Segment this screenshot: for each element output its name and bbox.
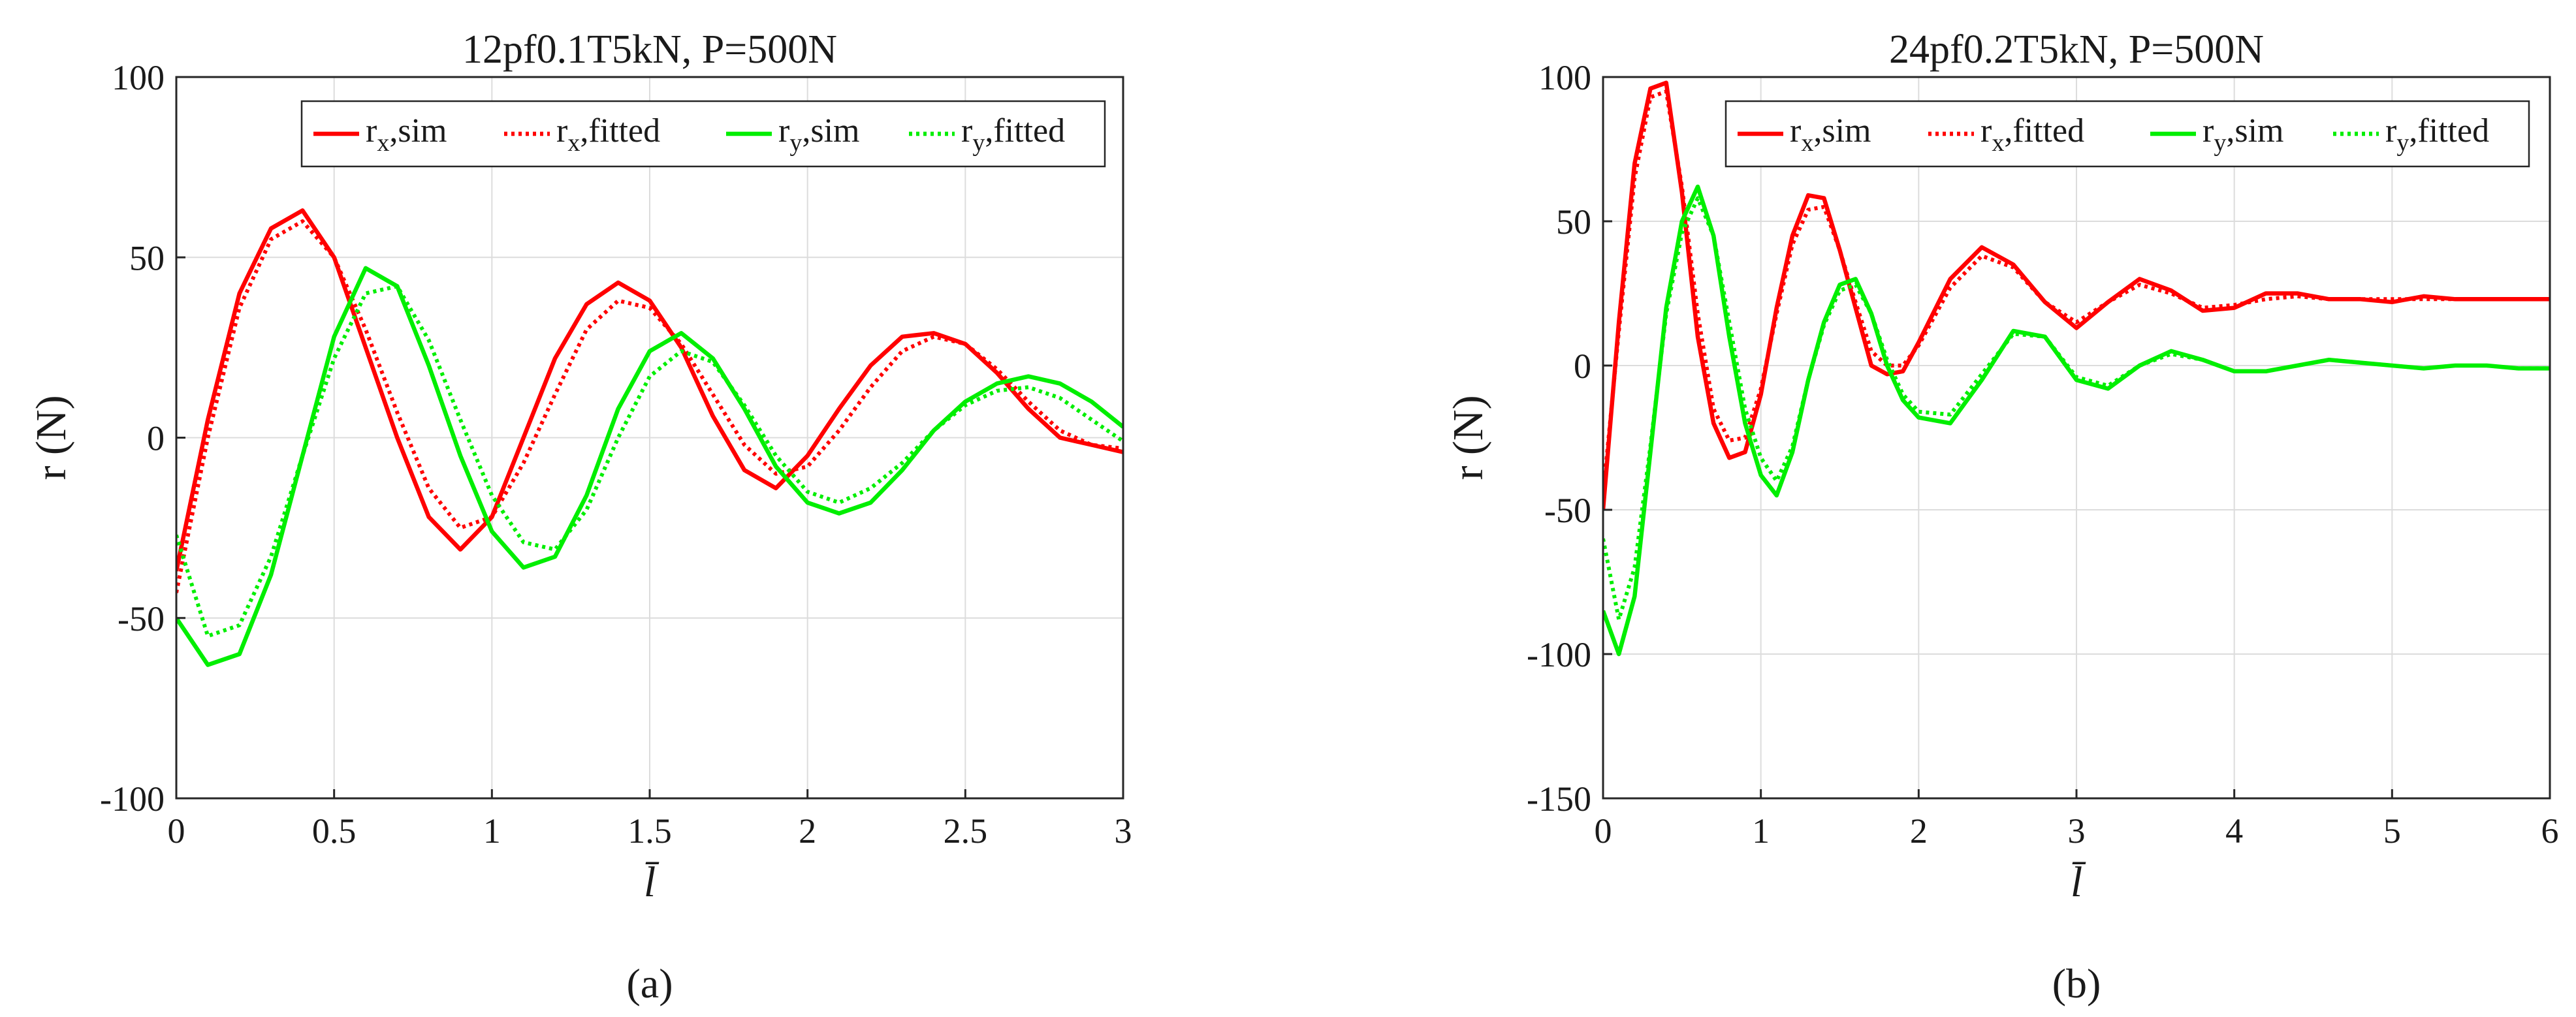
series-line-y-fitted	[176, 284, 1123, 638]
legend-label-main: r	[2202, 112, 2214, 149]
y-tick-label: -150	[1527, 779, 1591, 819]
chart-title: 24pf0.2T5kN, P=500N	[1889, 27, 2264, 72]
y-tick-label: 50	[129, 238, 165, 277]
chart-panel-b: 0 1 2 3 4 5 6 -150 -100 -50 0 50 100 24pf0.2T5kN, P=5…	[1444, 27, 2559, 1007]
legend-label: ry,fitted	[961, 112, 1065, 157]
legend-label-suffix: ,sim	[389, 112, 447, 149]
legend-label-suffix: ,sim	[1813, 112, 1871, 149]
legend-label-subscript: y	[789, 129, 802, 157]
y-tick-label: 0	[1574, 347, 1591, 386]
legend-label-subscript: x	[377, 129, 389, 157]
chart-title: 12pf0.1T5kN, P=500N	[462, 27, 837, 72]
x-tick-label: 2.5	[944, 811, 988, 851]
series-line-x-sim	[1603, 80, 2550, 510]
legend-label-main: r	[961, 112, 972, 149]
legend-box	[300, 100, 1106, 168]
x-axis-label: l̄	[2071, 858, 2087, 906]
legend-label: rx,sim	[366, 112, 447, 157]
legend-label-subscript: x	[1801, 129, 1813, 157]
legend-label-main: r	[366, 112, 377, 149]
legend-label-subscript: y	[2214, 129, 2226, 157]
chart-panel-a: 0 0.5 1 1.5 2 2.5 3 -100 -50 0 50 100 12pf0.1T5kN, P…	[27, 27, 1132, 1007]
legend-box	[1725, 100, 2530, 168]
y-axis-label: r (N)	[1444, 395, 1492, 480]
panel-label: (a)	[626, 960, 673, 1007]
legend-label-main: r	[1790, 112, 1801, 149]
legend-label-suffix: ,fitted	[2004, 112, 2084, 149]
x-tick-label: 1	[483, 811, 501, 851]
legend-label-subscript: x	[567, 129, 580, 157]
legend-label-suffix: ,fitted	[2409, 112, 2489, 149]
x-tick-label: 0.5	[312, 811, 357, 851]
series-line-x-fitted	[176, 219, 1123, 593]
legend-label-subscript: y	[972, 129, 985, 157]
y-tick-label: 100	[1538, 58, 1591, 97]
x-tick-label: 3	[2068, 811, 2086, 851]
y-tick-label: 100	[112, 58, 165, 97]
legend-label-main: r	[1980, 112, 1992, 149]
legend-label-main: r	[2385, 112, 2396, 149]
x-tick-label: 0	[168, 811, 185, 851]
legend-label-main: r	[778, 112, 789, 149]
x-tick-label: 1	[1752, 811, 1770, 851]
x-tick-label: 5	[2383, 811, 2401, 851]
series-line-y-sim	[176, 266, 1123, 667]
series-line-y-fitted	[1603, 196, 2550, 621]
legend-label: ry,sim	[2202, 112, 2283, 157]
x-tick-label: 1.5	[628, 811, 672, 851]
x-tick-label: 2	[1910, 811, 1928, 851]
series-line-x-fitted	[1603, 89, 2550, 496]
y-tick-label: -100	[1527, 635, 1591, 674]
y-tick-label: -50	[118, 599, 165, 638]
legend-label-subscript: y	[2396, 129, 2409, 157]
panel-label: (b)	[2052, 960, 2101, 1007]
y-tick-label: -50	[1544, 491, 1591, 530]
x-tick-label: 4	[2225, 811, 2243, 851]
x-axis-label: l̄	[644, 858, 660, 906]
y-tick-label: 0	[147, 419, 165, 458]
legend-label-suffix: ,fitted	[985, 112, 1065, 149]
y-axis-label: r (N)	[27, 395, 75, 480]
series-line-x-sim	[176, 208, 1123, 572]
legend-label: rx,sim	[1790, 112, 1871, 157]
legend-label: ry,sim	[778, 112, 859, 157]
x-tick-label: 6	[2541, 811, 2559, 851]
x-tick-label: 2	[799, 811, 816, 851]
y-tick-label: -100	[100, 779, 165, 819]
y-tick-label: 50	[1556, 202, 1591, 242]
series-line-y-sim	[1603, 184, 2550, 657]
legend-label-main: r	[556, 112, 567, 149]
legend-label-suffix: ,sim	[2226, 112, 2283, 149]
legend-label-suffix: ,fitted	[580, 112, 660, 149]
legend-label: rx,fitted	[1980, 112, 2084, 157]
x-tick-label: 0	[1595, 811, 1612, 851]
legend-label-subscript: x	[1992, 129, 2004, 157]
x-tick-label: 3	[1115, 811, 1132, 851]
legend-label: rx,fitted	[556, 112, 660, 157]
legend-label: ry,fitted	[2385, 112, 2489, 157]
legend-label-suffix: ,sim	[802, 112, 859, 149]
